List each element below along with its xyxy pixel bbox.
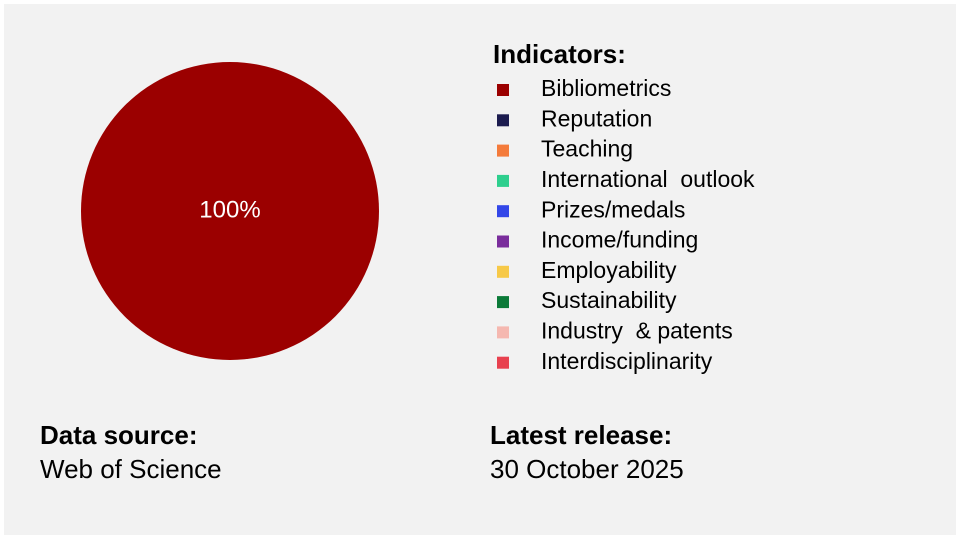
legend-label: Teaching [541,136,633,162]
legend-label: Income/funding [541,227,698,253]
legend-swatch [497,114,509,127]
legend-title: Indicators: [493,39,626,69]
legend-swatch [497,356,509,369]
source-label: Data source: [40,420,198,450]
legend-label: Prizes/medals [541,196,685,222]
legend-swatch [497,144,509,157]
legend-label: Employability [541,257,677,283]
legend-label: Bibliometrics [541,75,671,101]
pie-slice [81,62,379,360]
legend-label: Reputation [541,105,652,131]
legend-label: Sustainability [541,287,677,313]
legend-swatch [497,174,509,187]
release-value: 30 October 2025 [490,454,684,484]
legend-swatch [497,326,509,339]
legend-label: Interdisciplinarity [541,348,713,374]
legend-swatch [497,265,509,278]
legend-swatch [497,84,509,96]
release-label: Latest release: [490,420,672,450]
value-label: 100% [199,196,260,223]
legend-label: Industry & patents [541,317,733,343]
legend-swatch [497,235,509,248]
legend-swatch [497,296,509,309]
legend-label: International outlook [541,166,755,192]
legend-swatch [497,205,509,218]
source-value: Web of Science [40,454,222,484]
